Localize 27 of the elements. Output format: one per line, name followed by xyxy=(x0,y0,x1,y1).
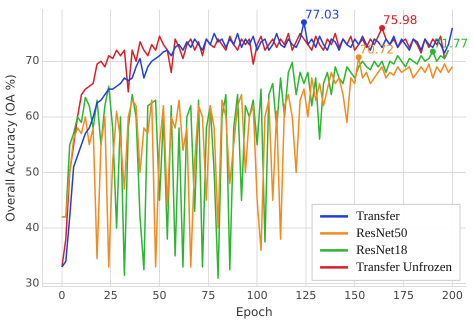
legend-label: ResNet18 xyxy=(356,242,408,257)
x-tick-label: 125 xyxy=(295,288,316,302)
x-tick-label: 200 xyxy=(442,288,463,302)
point xyxy=(430,48,436,54)
annotation: 70.72 xyxy=(360,42,394,56)
legend-label: Transfer Unfrozen xyxy=(356,258,452,274)
point xyxy=(379,25,386,32)
x-tick-label: 150 xyxy=(344,288,366,302)
x-axis-title: Epoch xyxy=(236,304,273,319)
y-tick-label: 70 xyxy=(25,54,40,68)
point xyxy=(300,19,307,26)
x-tick-label: 25 xyxy=(104,288,118,302)
legend-label: ResNet50 xyxy=(356,224,408,240)
legend-label: Transfer xyxy=(356,208,400,223)
x-tick-label: 0 xyxy=(58,288,66,302)
y-tick-label: 60 xyxy=(25,110,40,123)
x-tick-label: 75 xyxy=(201,288,216,302)
y-axis-title: Overall Accuracy (OA %) xyxy=(3,74,18,222)
y-tick-label: 30 xyxy=(25,276,40,290)
y-tick-label: 40 xyxy=(25,220,40,234)
x-tick-label: 50 xyxy=(152,288,167,302)
point xyxy=(356,54,362,60)
x-tick-label: 100 xyxy=(246,288,268,302)
y-tick-label: 50 xyxy=(25,165,40,178)
x-tick-label: 175 xyxy=(393,288,414,302)
annotation: 75.98 xyxy=(383,13,418,28)
annotation: 77.03 xyxy=(304,7,340,22)
